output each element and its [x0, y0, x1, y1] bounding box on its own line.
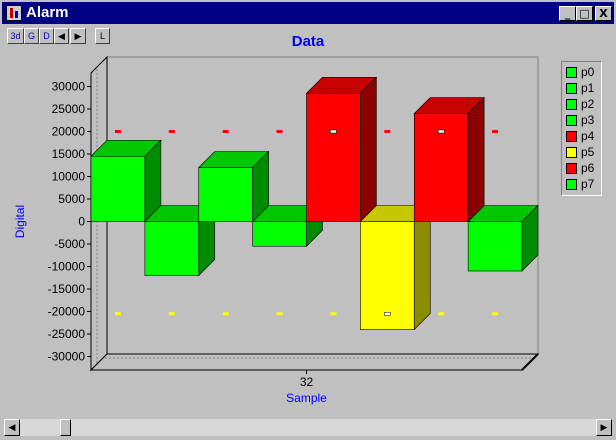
grid-toggle-button[interactable]: G: [24, 28, 39, 44]
bar-p5: [360, 221, 415, 330]
legend-swatch: [566, 83, 577, 94]
y-tick-label: 15000: [52, 147, 86, 161]
legend-label: p3: [581, 113, 595, 127]
legend-swatch: [566, 99, 577, 110]
high-limit-marker: [492, 130, 499, 133]
legend-label: p2: [581, 97, 595, 111]
high-limit-marker: [222, 130, 229, 133]
next-button[interactable]: ▶: [70, 28, 86, 44]
low-limit-marker: [276, 312, 283, 316]
title-bar[interactable]: Alarm _ □ X: [2, 2, 614, 24]
high-limit-marker: [168, 130, 175, 133]
bar-p7: [467, 221, 523, 272]
chart-legend: p0 p1 p2 p3 p4 p5 p6 p7: [561, 61, 602, 196]
high-limit-marker: [330, 129, 337, 134]
chart-title: Data: [291, 33, 325, 50]
legend-label: p6: [581, 161, 595, 175]
y-tick-label: 0: [78, 215, 85, 229]
low-limit-marker: [222, 312, 229, 316]
floor-edge: [521, 353, 539, 371]
y-tick-label: -15000: [48, 282, 86, 296]
legend-swatch: [566, 67, 577, 78]
chart-floor: [89, 353, 540, 371]
legend-swatch: [566, 147, 577, 158]
x-axis-label: Sample: [286, 391, 327, 405]
y-tick-label: -20000: [48, 305, 86, 319]
y-tick-label: -10000: [48, 260, 86, 274]
bar-p4: [306, 92, 361, 222]
legend-label: p0: [581, 65, 595, 79]
scroll-right-button[interactable]: ▶: [596, 419, 612, 436]
legend-swatch: [566, 163, 577, 174]
low-limit-marker: [384, 312, 391, 316]
y-tick-label: 20000: [52, 125, 86, 139]
high-limit-marker: [114, 130, 121, 133]
bar-p1: [144, 221, 200, 276]
y-tick-label: 5000: [58, 192, 85, 206]
y-tick-label: -25000: [48, 327, 86, 341]
low-limit-marker: [330, 312, 337, 316]
bar-side-p4: [360, 76, 377, 223]
legend-label: p4: [581, 129, 595, 143]
maximize-button[interactable]: □: [576, 6, 593, 21]
legend-swatch: [566, 179, 577, 190]
legend-swatch: [566, 131, 577, 142]
legend-label: p7: [581, 177, 595, 191]
data-toggle-button[interactable]: D: [39, 28, 54, 44]
bar-side-p5: [413, 204, 431, 331]
bar-side-p7: [521, 204, 539, 272]
legend-swatch: [566, 115, 577, 126]
x-tick-label: 32: [300, 375, 314, 389]
minimize-button[interactable]: _: [559, 6, 576, 21]
y-tick-label: -30000: [48, 350, 86, 364]
high-limit-marker: [276, 130, 283, 133]
bar-p3: [252, 221, 307, 247]
horizontal-scrollbar[interactable]: ◀ ▶: [4, 419, 612, 436]
low-limit-marker: [492, 312, 499, 316]
bar-side-p6: [467, 96, 485, 223]
bar-p6: [413, 113, 469, 222]
window-title: Alarm: [26, 4, 69, 21]
3d-toggle-button[interactable]: 3d: [7, 28, 24, 44]
low-limit-marker: [114, 312, 121, 316]
bar-p2: [198, 167, 253, 222]
scroll-thumb[interactable]: [60, 419, 71, 436]
legend-label: p5: [581, 145, 595, 159]
scroll-left-button[interactable]: ◀: [4, 419, 20, 436]
previous-button[interactable]: ◀: [54, 28, 69, 44]
legend-label: p1: [581, 81, 595, 95]
y-tick-label: 30000: [52, 80, 86, 94]
high-limit-marker: [437, 129, 445, 134]
low-limit-marker: [168, 312, 175, 316]
y-axis-label: Digital: [13, 205, 27, 238]
legend-toggle-button[interactable]: L: [95, 28, 110, 44]
close-button[interactable]: X: [595, 6, 612, 21]
app-icon[interactable]: [6, 5, 22, 21]
low-limit-marker: [438, 312, 445, 316]
bar-p0: [90, 155, 146, 222]
high-limit-marker: [384, 130, 391, 133]
y-tick-label: 10000: [52, 170, 86, 184]
y-tick-label: -5000: [54, 237, 85, 251]
y-tick-label: 25000: [52, 102, 86, 116]
